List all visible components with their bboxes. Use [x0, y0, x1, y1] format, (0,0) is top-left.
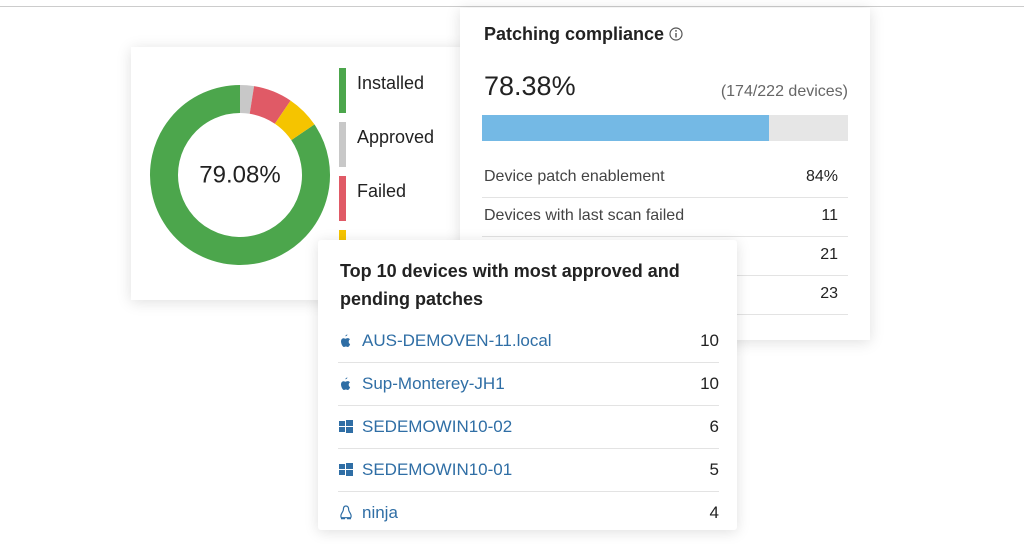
- device-link[interactable]: SEDEMOWIN10-01: [362, 460, 513, 479]
- os-icon: [339, 420, 353, 433]
- legend-label: Failed: [357, 181, 407, 201]
- progress-track: [482, 115, 848, 141]
- device-link[interactable]: AUS-DEMOVEN-11.local: [362, 331, 552, 350]
- device-row: SEDEMOWIN10-01 5: [338, 448, 719, 492]
- os-icon: [340, 505, 352, 520]
- os-icon: [339, 463, 353, 476]
- os-icon: [341, 377, 351, 390]
- device-link[interactable]: Sup-Monterey-JH1: [362, 374, 505, 393]
- stat-value: 23: [820, 285, 838, 302]
- donut-segment: [150, 85, 330, 265]
- os-icon: [341, 334, 351, 347]
- device-count: (174/222 devices): [720, 83, 848, 100]
- legend-swatch: [339, 68, 346, 113]
- device-row: AUS-DEMOVEN-11.local 10: [338, 319, 719, 363]
- donut-card: 79.08% Installed Approved Failed: [131, 47, 471, 300]
- stat-value: 84%: [805, 168, 838, 185]
- device-link[interactable]: SEDEMOWIN10-02: [362, 417, 513, 436]
- donut-chart: 79.08%: [150, 85, 330, 265]
- legend-swatch: [339, 176, 346, 221]
- stat-label: Device patch enablement: [484, 168, 665, 185]
- title-text: Patching compliance: [484, 24, 665, 44]
- donut-segment: [239, 85, 255, 114]
- device-row: SEDEMOWIN10-02 6: [338, 405, 719, 449]
- donut-center-label: 79.08%: [199, 161, 280, 188]
- stat-row: Devices with last scan failed 11: [482, 197, 848, 237]
- compliance-percent: 78.38%: [484, 71, 576, 101]
- top-devices-card: Top 10 devices with most approved and pe…: [318, 240, 737, 530]
- device-count: 10: [700, 331, 719, 350]
- device-count: 5: [709, 460, 719, 479]
- stat-row: Device patch enablement 84%: [482, 158, 848, 198]
- card-title: Patching compliance: [484, 24, 683, 45]
- device-row: ninja 4: [338, 491, 719, 534]
- device-count: 4: [709, 503, 719, 522]
- stat-value: 11: [821, 207, 838, 224]
- legend-label: Approved: [357, 127, 435, 147]
- device-link[interactable]: ninja: [362, 503, 398, 522]
- device-count: 6: [709, 417, 719, 436]
- device-count: 10: [700, 374, 719, 393]
- info-icon[interactable]: [669, 27, 683, 41]
- legend-swatch: [339, 122, 346, 167]
- top-border: [0, 6, 1024, 7]
- legend-label: Installed: [357, 73, 425, 93]
- progress-fill: [482, 115, 769, 141]
- card-title: Top 10 devices with most approved and pe…: [340, 261, 680, 309]
- stat-label: Devices with last scan failed: [484, 207, 685, 224]
- stat-value: 21: [820, 246, 838, 263]
- donut-segment: [249, 86, 291, 125]
- donut-segment: [274, 100, 315, 141]
- device-row: Sup-Monterey-JH1 10: [338, 362, 719, 406]
